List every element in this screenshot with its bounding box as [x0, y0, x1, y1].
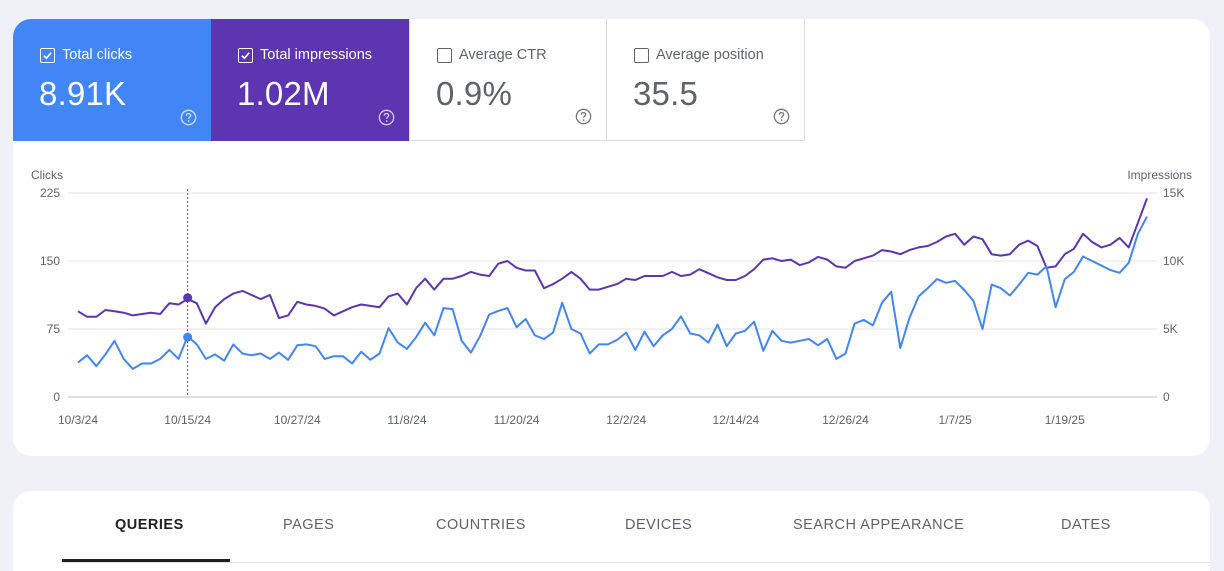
checkbox-icon[interactable]: [437, 47, 452, 63]
metric-header: Total clicks: [40, 47, 132, 63]
average-position-card[interactable]: Average position 35.5: [607, 19, 805, 141]
x-tick-label: 10/15/24: [164, 413, 211, 427]
x-tick-label: 10/27/24: [274, 413, 321, 427]
tab-countries[interactable]: COUNTRIES: [436, 517, 526, 533]
help-circle-icon[interactable]: [180, 109, 197, 126]
x-tick-label: 11/8/24: [387, 413, 426, 427]
metric-cards: Total clicks 8.91K Total impressions 1.0…: [13, 19, 805, 141]
clicks-hover-marker: [183, 332, 193, 342]
performance-chart[interactable]: 0 75 150 225 0 5K 10K 15K Clicks Impressions 10/3/…: [13, 169, 1210, 456]
help-circle-icon[interactable]: [773, 108, 790, 125]
x-tick-label: 12/14/24: [712, 413, 759, 427]
tab-queries[interactable]: QUERIES: [115, 517, 184, 533]
tabs-divider: [62, 562, 1210, 563]
total-clicks-card[interactable]: Total clicks 8.91K: [13, 19, 211, 141]
metric-label: Average CTR: [459, 47, 547, 63]
impressions-series-line: [77, 198, 1148, 325]
metric-value: 35.5: [633, 75, 699, 112]
tab-pages[interactable]: PAGES: [283, 517, 335, 533]
help-circle-icon[interactable]: [575, 108, 592, 125]
y-tick-label-left: 0: [53, 390, 60, 404]
y-tick-label-left: 225: [40, 186, 60, 200]
average-ctr-card[interactable]: Average CTR 0.9%: [409, 19, 607, 141]
tab-dates[interactable]: DATES: [1061, 517, 1111, 533]
metric-value: 0.9%: [436, 75, 513, 112]
metric-header: Average position: [634, 47, 764, 63]
checkbox-icon[interactable]: [634, 47, 649, 63]
x-tick-label: 1/7/25: [938, 413, 972, 427]
metric-label: Total impressions: [260, 47, 373, 63]
clicks-series-line: [77, 216, 1148, 370]
report-tabs-card: QUERIES PAGES COUNTRIES DEVICES SEARCH A…: [13, 491, 1210, 571]
tab-devices[interactable]: DEVICES: [625, 517, 693, 533]
metric-value: 1.02M: [237, 75, 330, 112]
x-tick-label: 12/2/24: [606, 413, 646, 427]
metric-header: Total impressions: [238, 47, 372, 63]
total-impressions-card[interactable]: Total impressions 1.02M: [211, 19, 409, 141]
y-tick-label-left: 75: [47, 322, 61, 336]
active-tab-indicator: [62, 559, 230, 562]
metric-value: 8.91K: [39, 75, 127, 112]
help-circle-icon[interactable]: [378, 109, 395, 126]
y-tick-label-right: 10K: [1163, 254, 1184, 268]
y-tick-label-right: 15K: [1163, 186, 1184, 200]
x-tick-label: 11/20/24: [494, 413, 540, 427]
check-icon[interactable]: [238, 47, 253, 63]
metric-label: Total clicks: [62, 47, 133, 63]
y-axis-title-left: Clicks: [31, 169, 63, 182]
metric-header: Average CTR: [437, 47, 547, 63]
y-tick-label-left: 150: [40, 254, 60, 268]
performance-card: Total clicks 8.91K Total impressions 1.0…: [13, 19, 1210, 456]
tab-search-appearance[interactable]: SEARCH APPEARANCE: [793, 517, 965, 533]
x-tick-label: 12/26/24: [822, 413, 869, 427]
impressions-hover-marker: [183, 293, 193, 303]
x-tick-label: 10/3/24: [58, 413, 98, 427]
y-tick-label-right: 5K: [1163, 322, 1178, 336]
check-icon[interactable]: [40, 47, 55, 63]
y-axis-title-right: Impressions: [1127, 169, 1192, 182]
y-tick-label-right: 0: [1163, 390, 1170, 404]
metric-label: Average position: [656, 47, 764, 63]
x-tick-label: 1/19/25: [1045, 413, 1085, 427]
